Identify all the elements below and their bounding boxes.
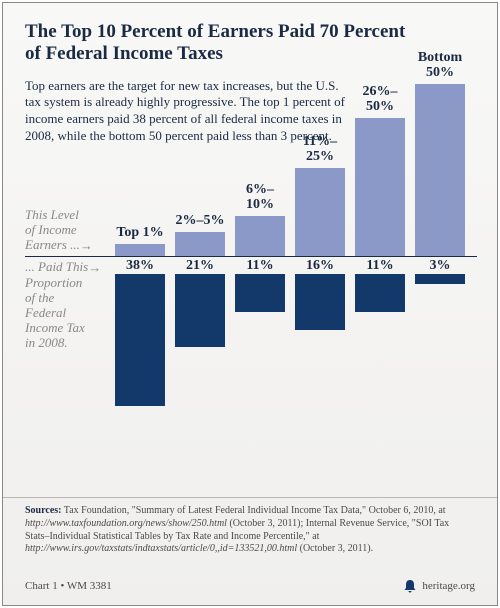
bar-bot [235,274,285,312]
footer-site: heritage.org [422,580,475,592]
bar-top-col: Top 1% [115,66,165,256]
title-line-2: of Federal Income Taxes [25,43,223,64]
sources-url-2: http://www.irs.gov/taxstats/indtaxstats/… [25,543,297,554]
arrow-right-icon: → [88,261,101,276]
bar-bot-col [175,256,225,406]
bar-top-col: 11%–25% [295,66,345,256]
side-top-1: This Level [25,207,79,222]
bar-bot [415,274,465,284]
side-bot-5: Income Tax [25,320,85,335]
side-bot-3: of the [25,290,54,305]
footer-right: heritage.org [404,579,475,593]
side-top-2: of Income [25,222,77,237]
bar-top-label: 2%–5% [175,214,225,229]
bar-top-label: 11%–25% [295,135,345,164]
bar-bot-col [235,256,285,406]
sources-block: Sources: Tax Foundation, "Summary of Lat… [25,505,475,556]
sources-text-3: (October 3, 2011). [297,543,373,554]
bar-top [415,84,465,256]
bar-top [115,244,165,256]
separator-line [3,497,497,498]
bar-bot [115,274,165,406]
sources-url-1: http://www.taxfoundation.org/news/show/2… [25,518,227,529]
bar-top-col: 6%–10% [235,66,285,256]
bar-bot-col [355,256,405,406]
title-line-1: The Top 10 Percent of Earners Paid 70 Pe… [25,21,405,42]
bar-bot [295,274,345,330]
bar-top-label: Bottom50% [415,51,465,80]
bar-bot [355,274,405,312]
side-top-3: Earners ... [25,237,80,252]
footer: Chart 1 • WM 3381 heritage.org [25,579,475,593]
chart-card: The Top 10 Percent of Earners Paid 70 Pe… [2,2,498,606]
bar-top [295,168,345,256]
chart-title: The Top 10 Percent of Earners Paid 70 Pe… [25,21,475,66]
bar-top-label: 26%–50% [355,85,405,114]
bar-top-col: 26%–50% [355,66,405,256]
footer-left: Chart 1 • WM 3381 [25,580,112,592]
bar-top-label: 6%–10% [235,183,285,212]
bar-top [235,216,285,256]
side-label-bottom: ... Paid This → Proportionof theFederalIn… [25,260,111,350]
bell-icon [404,579,416,593]
side-bot-2: Proportion [25,275,82,290]
bar-top-col: 2%–5% [175,66,225,256]
bar-bot [175,274,225,347]
side-bot-4: Federal [25,305,66,320]
side-label-top: This Levelof IncomeEarners ... → [25,208,111,253]
diverging-bar-chart: This Levelof IncomeEarners ... →... Paid… [25,66,477,406]
bar-bot-col [115,256,165,406]
bar-top-label: Top 1% [115,226,165,241]
bar-bot-col [415,256,465,406]
arrow-right-icon: → [80,239,93,254]
bar-top [175,232,225,256]
bar-bot-col [295,256,345,406]
sources-text-1: Tax Foundation, "Summary of Latest Feder… [61,505,445,516]
sources-label: Sources: [25,505,61,516]
bar-top [355,118,405,256]
side-bot-6: in 2008. [25,335,68,350]
side-bot-1: ... Paid This [25,259,88,274]
bar-top-col: Bottom50% [415,66,465,256]
